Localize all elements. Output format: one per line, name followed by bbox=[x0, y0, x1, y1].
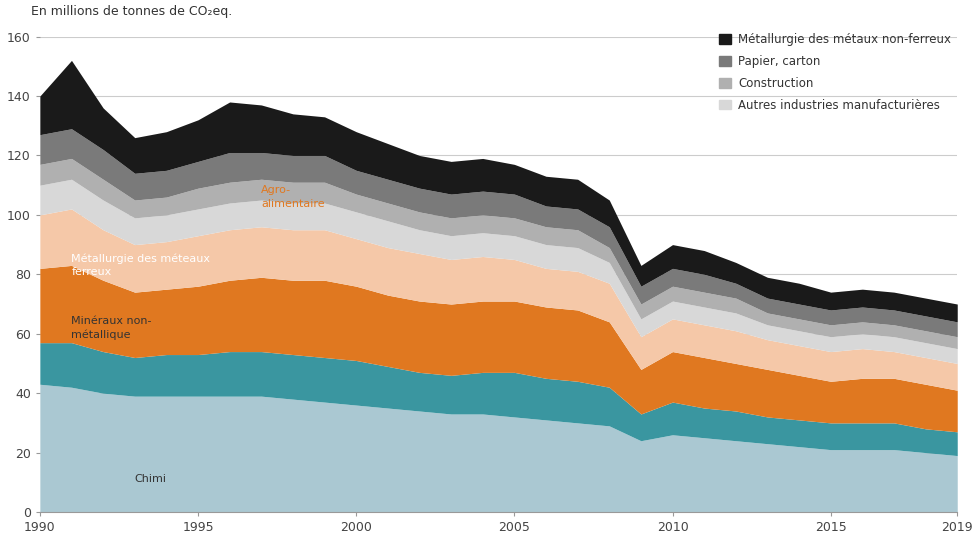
Text: Métallurgie des méteaux
ferreux: Métallurgie des méteaux ferreux bbox=[72, 254, 211, 277]
Text: Agro-
alimentaire: Agro- alimentaire bbox=[262, 186, 325, 209]
Text: Minéraux non-
métallique: Minéraux non- métallique bbox=[72, 316, 152, 340]
Text: En millions de tonnes de CO₂eq.: En millions de tonnes de CO₂eq. bbox=[30, 4, 232, 18]
Legend: Métallurgie des métaux non-ferreux, Papier, carton, Construction, Autres industr: Métallurgie des métaux non-ferreux, Papi… bbox=[719, 33, 952, 111]
Text: Chimi: Chimi bbox=[135, 474, 167, 484]
